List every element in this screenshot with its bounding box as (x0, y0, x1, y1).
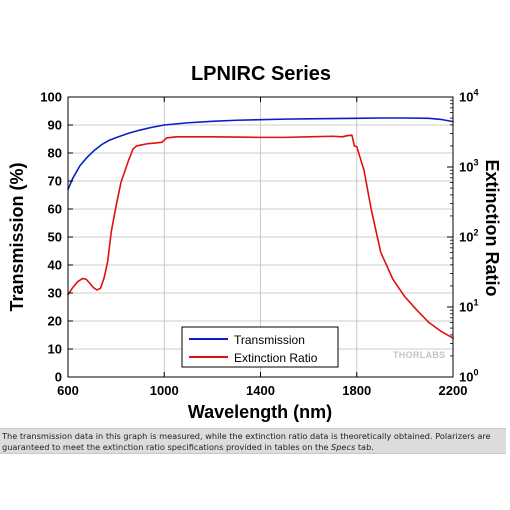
x-axis-label: Wavelength (nm) (188, 402, 332, 422)
caption-text: The transmission data in this graph is m… (2, 431, 491, 452)
y2-tick-label: 104 (459, 88, 478, 105)
y-tick-label: 90 (48, 118, 62, 133)
y-tick-label: 0 (55, 370, 62, 385)
x-tick-label: 2200 (439, 383, 468, 398)
y-tick-label: 50 (48, 230, 62, 245)
y2-axis-label: Extinction Ratio (482, 159, 502, 296)
watermark-logo: THORLABS (393, 350, 445, 360)
y2-tick-label: 102 (459, 228, 478, 245)
series-line-transmission (67, 117, 454, 191)
series-group (67, 117, 454, 339)
x-tick-label: 1000 (150, 383, 179, 398)
y-tick-label: 100 (40, 90, 62, 105)
y2-tick-label: 100 (459, 368, 478, 385)
y-tick-label: 70 (48, 174, 62, 189)
y-tick-label: 60 (48, 202, 62, 217)
ticks: 600 1000 1400 1800 2200 0 10 20 30 40 50 60 70 80 90 10… (40, 88, 478, 399)
y-tick-label: 10 (48, 342, 62, 357)
legend-box (181, 326, 339, 368)
y-tick-label: 40 (48, 258, 62, 273)
chart-title: LPNIRC Series (191, 63, 331, 85)
chart-caption: The transmission data in this graph is m… (0, 428, 506, 454)
x-tick-label: 1400 (246, 383, 275, 398)
y2-tick-label: 103 (459, 158, 478, 175)
legend-label-transmission: Transmission (234, 333, 305, 347)
y-tick-label: 30 (48, 286, 62, 301)
legend-label-extinction: Extinction Ratio (234, 351, 318, 365)
y-axis-label: Transmission (%) (7, 162, 27, 311)
chart: LPNIRC Series 600 1000 1400 1800 2200 0 10 20 30… (7, 63, 502, 422)
caption-specs-emphasis: Specs (331, 441, 356, 452)
series-line-extinction-ratio (67, 134, 454, 339)
caption-text-end: tab. (355, 441, 374, 452)
x-tick-label: 1800 (342, 383, 371, 398)
y2-tick-label: 101 (459, 298, 478, 315)
y-tick-label: 80 (48, 146, 62, 161)
legend: Transmission Extinction Ratio (181, 326, 339, 368)
x-tick-label: 600 (57, 383, 79, 398)
grid (68, 97, 453, 377)
y-tick-label: 20 (48, 314, 62, 329)
